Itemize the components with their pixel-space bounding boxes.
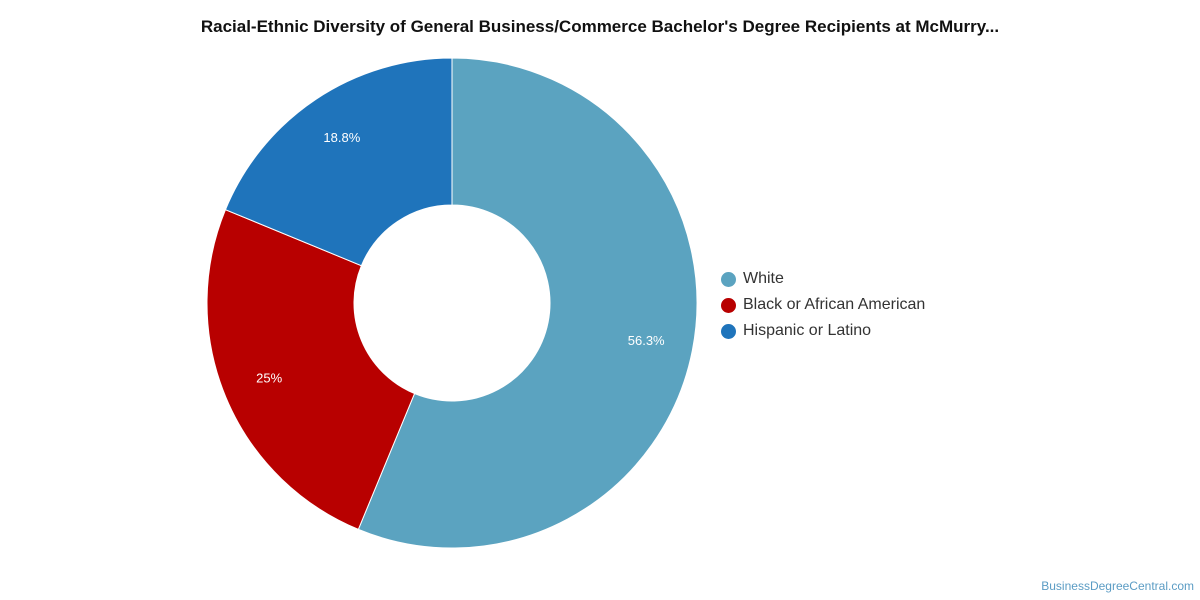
watermark[interactable]: BusinessDegreeCentral.com (1041, 579, 1194, 593)
legend: White Black or African American Hispanic… (721, 266, 925, 344)
slice-black-or-african-american[interactable] (206, 209, 416, 531)
data-label-white: 56.3% (628, 333, 665, 348)
legend-item-white[interactable]: White (721, 266, 925, 292)
slice-white[interactable] (357, 57, 698, 549)
data-label-hispanic-or-latino: 18.8% (323, 130, 360, 145)
legend-item-black[interactable]: Black or African American (721, 292, 925, 318)
slice-hispanic-or-latino[interactable] (224, 57, 453, 267)
legend-label-black: Black or African American (743, 296, 926, 313)
legend-swatch-black (721, 297, 736, 313)
chart-title: Racial-Ethnic Diversity of General Busin… (200, 17, 1000, 36)
data-label-black-or-african-american: 25% (256, 370, 282, 385)
legend-label-hispanic: Hispanic or Latino (743, 322, 872, 339)
legend-swatch-hispanic (721, 323, 736, 339)
legend-label-white: White (743, 270, 784, 287)
legend-swatch-white (721, 271, 736, 287)
legend-item-hispanic[interactable]: Hispanic or Latino (721, 318, 925, 344)
